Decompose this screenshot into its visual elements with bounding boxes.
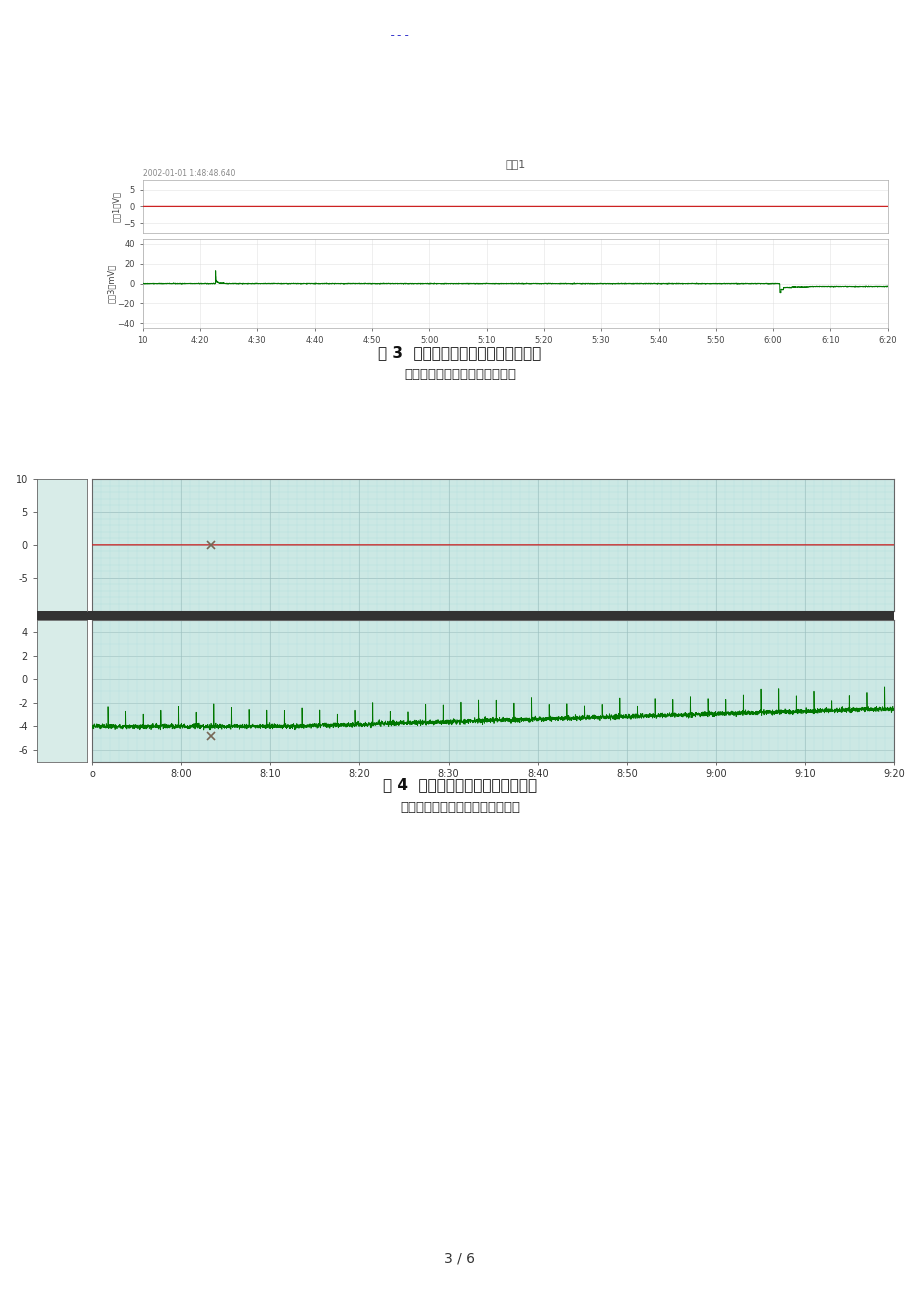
Text: 注射葡萄糖可使家兔尿量显著增加: 注射葡萄糖可使家兔尿量显著增加 <box>400 801 519 814</box>
Text: 3 / 6: 3 / 6 <box>444 1251 475 1266</box>
Y-axis label: 通道3（mV）: 通道3（mV） <box>107 264 116 303</box>
Text: 注射肾上腺素后家兔尿量减少。: 注射肾上腺素后家兔尿量减少。 <box>403 368 516 381</box>
Y-axis label: 通道1（V）: 通道1（V） <box>112 191 121 221</box>
Text: ---: --- <box>389 29 411 42</box>
Text: 2002-01-01 1:48:48.640: 2002-01-01 1:48:48.640 <box>142 169 234 178</box>
Text: 图 3  注射肾上腺素后家兔尿量变化图: 图 3 注射肾上腺素后家兔尿量变化图 <box>378 345 541 361</box>
Text: 文件1: 文件1 <box>505 159 525 169</box>
Text: 图 4  注射葡萄糖后家兔尿量变化图: 图 4 注射葡萄糖后家兔尿量变化图 <box>382 777 537 793</box>
